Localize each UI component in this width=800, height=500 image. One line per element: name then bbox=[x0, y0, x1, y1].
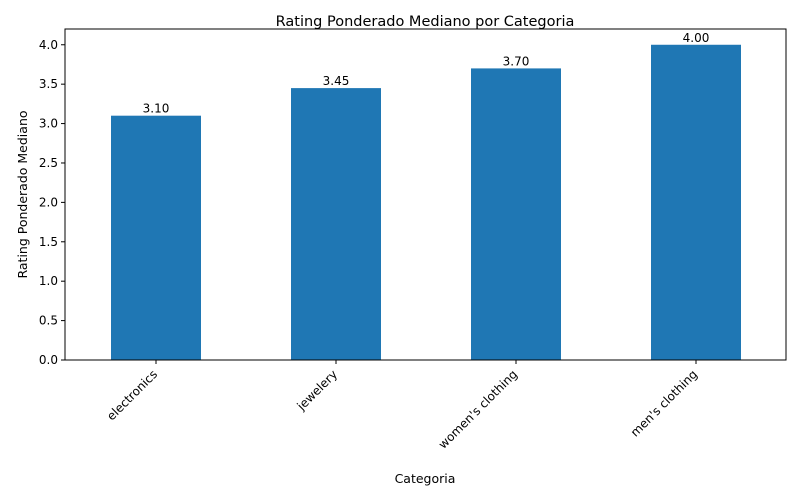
bar bbox=[651, 44, 741, 361]
y-tick-label: 0.5 bbox=[39, 314, 58, 328]
y-tick-label: 1.5 bbox=[39, 235, 58, 249]
y-tick-label: 0.0 bbox=[39, 353, 58, 367]
bar bbox=[471, 68, 561, 361]
x-tick-label: women's clothing bbox=[436, 367, 520, 451]
y-tick-label: 2.0 bbox=[39, 195, 58, 209]
bar-value-label: 4.00 bbox=[683, 31, 710, 45]
y-tick-label: 3.5 bbox=[39, 77, 58, 91]
x-tick-label: men's clothing bbox=[628, 367, 700, 439]
chart-title: Rating Ponderado Mediano por Categoria bbox=[276, 14, 575, 30]
y-tick-label: 2.5 bbox=[39, 156, 58, 170]
x-axis-ticks: electronics jewelery women's clothing men's… bbox=[104, 360, 700, 452]
y-tick-label: 4.0 bbox=[39, 38, 58, 52]
y-axis-ticks: 0.0 0.5 1.0 1.5 2.0 2.5 3.0 3.5 4.0 bbox=[39, 38, 65, 367]
bars bbox=[111, 44, 741, 361]
x-tick-label: electronics bbox=[104, 367, 160, 423]
x-tick-label: jewelery bbox=[294, 367, 340, 413]
bar-value-label: 3.10 bbox=[143, 102, 170, 116]
y-tick-label: 3.0 bbox=[39, 117, 58, 131]
plot-frame bbox=[64, 28, 787, 361]
bar-value-label: 3.70 bbox=[503, 54, 530, 68]
bar bbox=[111, 115, 201, 360]
y-axis-label: Rating Ponderado Mediano bbox=[15, 110, 30, 278]
value-labels: 3.10 3.45 3.70 4.00 bbox=[143, 31, 710, 116]
y-tick-label: 1.0 bbox=[39, 274, 58, 288]
bar-value-label: 3.45 bbox=[323, 74, 350, 88]
x-axis-label: Categoria bbox=[395, 471, 456, 486]
bar bbox=[291, 88, 381, 360]
